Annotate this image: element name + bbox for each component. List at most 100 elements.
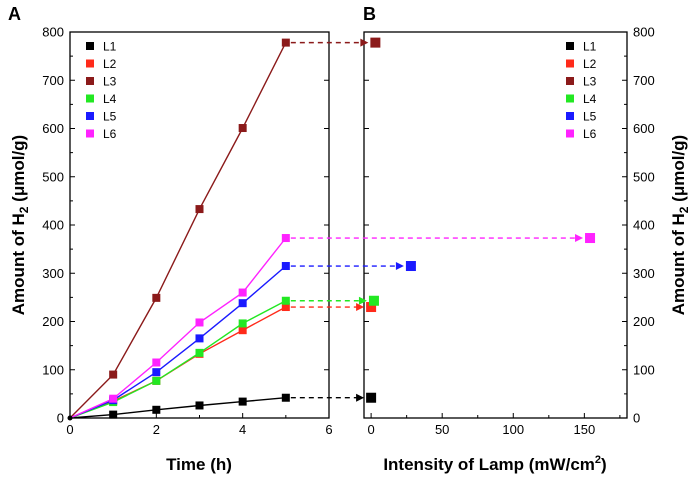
panel-a-point-l6 [281,234,290,243]
panel-a-y-tick-label: 0 [57,411,64,426]
panel-b-y-tick-label: 0 [633,411,640,426]
panel-b-legend-swatch-l1 [566,42,574,50]
panel-a-point-l4 [238,319,247,328]
panel-b-x-tick-label: 50 [435,422,449,437]
panel-a-y-tick-label: 100 [42,362,64,377]
panel-b-legend-swatch-l3 [566,77,574,85]
panel-a-line-l5 [70,265,287,418]
panel-b-x-tick-label: 150 [573,422,595,437]
panel-b-y-tick-label: 100 [633,362,655,377]
panel-b-legend-label-l6: L6 [583,127,597,141]
panel-a-y-tick-label: 700 [42,73,64,88]
panel-a-point-l3 [109,370,118,379]
connector-arrows [290,38,584,402]
panel-a-x-tick-label: 2 [153,422,160,437]
panel-a-legend-label-l5: L5 [103,110,117,124]
panel-b-y-tick-label: 300 [633,266,655,281]
panel-b-legend-swatch-l5 [566,112,574,120]
panel-a-point-l6 [195,318,204,327]
panel-b-y-tick-label: 700 [633,73,655,88]
panel-a-point-l6 [109,394,118,403]
connector-arrowhead-l4 [358,296,367,305]
panel-a-legend-label-l1: L1 [103,40,117,54]
panel-b-markers [366,37,596,403]
panel-a-line-l1 [70,397,286,418]
panel-b-point-l6 [585,233,596,244]
panel-a-point-l6 [238,288,247,297]
connector-arrowhead-l5 [395,262,404,271]
panel-a-point-l3 [281,38,290,47]
panel-a-y-tick-label: 800 [42,25,64,40]
panel-a-legend-swatch-l6 [86,129,94,138]
panel-b-y-axis-label: Amount of H2 (μmol/g) [669,135,691,315]
panel-a-point-l3 [238,124,247,133]
panel-a-point-l5 [152,368,161,377]
panel-label-b: B [363,4,376,24]
panel-b-legend-label-l4: L4 [583,92,597,106]
panel-a-legend-swatch-l2 [86,59,94,68]
panel-a-point-l2 [281,303,290,312]
panel-a-point-l5 [281,262,290,271]
panel-b-y-tick-label: 800 [633,25,655,40]
panel-a-line-l4 [70,300,287,418]
panel-b-legend-label-l5: L5 [583,110,597,124]
panel-a-legend-label-l2: L2 [103,57,117,71]
connector-arrowhead-l2 [356,303,365,312]
panel-a-ticks: 0 100 200 300 400 500 600 700 800 0 2 4 6 [42,25,332,438]
panel-b-x-tick-label: 0 [367,422,374,437]
panel-a-point-l3 [152,293,161,302]
connector-arrowhead-l6 [575,234,584,243]
panel-a-line-l6 [70,237,287,418]
panel-a-frame [69,31,330,419]
panel-a-point-l1 [152,405,161,414]
panel-a-markers [67,38,290,421]
panel-a-point-l2 [238,326,247,335]
panel-a-legend: L1 L2 L3 L4 L5 L6 [86,40,117,141]
panel-a-point-l4 [195,348,204,357]
panel-b-frame [363,31,628,419]
panel-a-point-l5 [195,334,204,343]
panel-a-point-l3 [195,205,204,214]
connector-arrowhead-l3 [360,38,369,47]
panel-b-ticks: 0 100 200 300 400 500 600 700 800 0 50 100 150 [364,25,655,437]
panel-a-point-l1 [109,410,118,419]
panel-b-legend-swatch-l4 [566,94,574,103]
panel-b-point-l4 [368,295,379,306]
panel-a-y-tick-label: 600 [42,121,64,136]
panel-a-x-axis-label: Time (h) [166,455,232,474]
panel-b-legend-swatch-l6 [566,129,574,138]
panel-a-y-axis-label: Amount of H2 (μmol/g) [9,135,31,315]
panel-a: 0 100 200 300 400 500 600 700 800 0 2 4 6 L1 L2 L3 L4 L5… [9,25,333,475]
panel-a-legend-label-l3: L3 [103,75,117,89]
panel-a-point-l1 [238,397,247,406]
panel-a-y-tick-label: 400 [42,218,64,233]
panel-a-line-l2 [70,306,287,418]
panel-b-point-l3 [370,37,381,48]
panel-b-point-l5 [405,261,416,272]
panel-b-legend-label-l3: L3 [583,75,597,89]
panel-a-legend-label-l4: L4 [103,92,117,106]
panel-a-x-tick-label: 6 [325,422,332,437]
panel-a-y-tick-label: 200 [42,314,64,329]
panel-label-a: A [8,4,21,24]
panel-b-point-l2 [366,302,377,313]
panel-a-point-l5 [238,299,247,308]
panel-a-point-l1 [281,393,290,402]
panel-b-legend-label-l1: L1 [583,40,597,54]
panel-b-x-tick-label: 100 [502,422,524,437]
panel-a-point-l4 [152,376,161,385]
panel-b-y-tick-label: 500 [633,169,655,184]
panel-a-legend-swatch-l1 [86,42,94,50]
panel-a-legend-swatch-l4 [86,94,94,103]
panel-a-point-l4 [281,296,290,305]
panel-a-legend-swatch-l5 [86,112,94,120]
panel-a-legend-swatch-l3 [86,77,94,85]
panel-a-point-l1 [195,401,204,410]
panel-a-y-tick-label: 500 [42,169,64,184]
panel-a-series-lines [70,42,287,418]
connector-arrowhead-l1 [356,393,365,402]
panel-a-line-l3 [70,42,287,418]
panel-a-legend-label-l6: L6 [103,127,117,141]
